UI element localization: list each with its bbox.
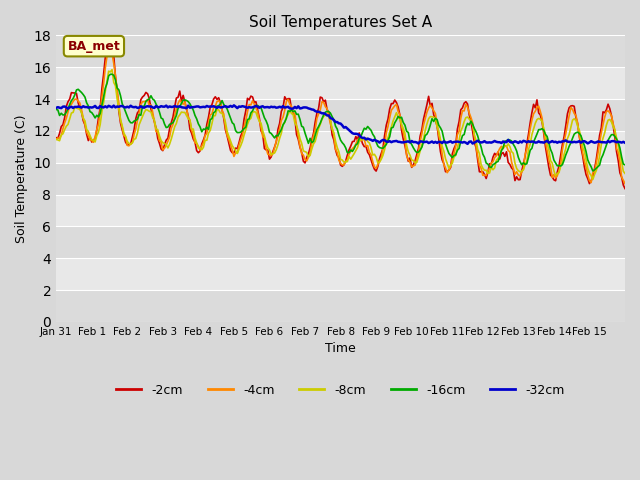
Bar (56, 99, 625, 131)
Bar (56, 227, 625, 258)
X-axis label: Time: Time (325, 342, 356, 355)
Bar (56, 290, 625, 322)
Y-axis label: Soil Temperature (C): Soil Temperature (C) (15, 114, 28, 243)
Bar (56, 163, 625, 194)
Text: BA_met: BA_met (68, 40, 120, 53)
Legend: -2cm, -4cm, -8cm, -16cm, -32cm: -2cm, -4cm, -8cm, -16cm, -32cm (111, 379, 570, 402)
Title: Soil Temperatures Set A: Soil Temperatures Set A (249, 15, 432, 30)
Bar (56, 36, 625, 67)
